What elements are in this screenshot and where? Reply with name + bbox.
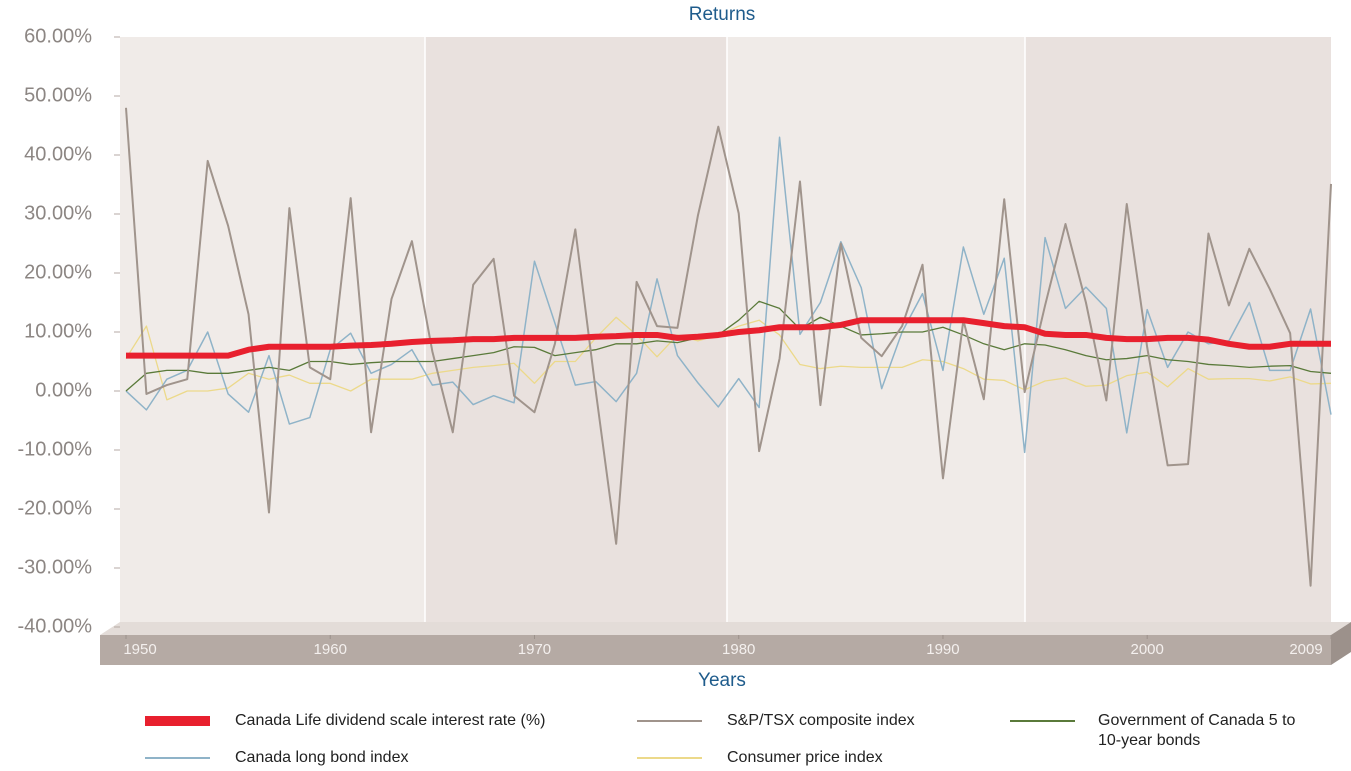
- axis-strip-side: [1331, 622, 1351, 665]
- plot-band: [727, 37, 1025, 627]
- y-tick-label: 40.00%: [24, 143, 92, 165]
- legend-label: Canada long bond index: [235, 749, 409, 766]
- plot-band: [120, 37, 425, 627]
- y-tick-label: -30.00%: [18, 556, 93, 578]
- legend-label: S&P/TSX composite index: [727, 712, 915, 729]
- x-axis-label: Years: [698, 670, 746, 691]
- axis-strip-top: [100, 622, 1351, 635]
- y-tick-label: 0.00%: [35, 379, 92, 401]
- x-tick-label: 1990: [926, 641, 959, 658]
- series-line: [126, 317, 1331, 359]
- y-tick-label: 50.00%: [24, 84, 92, 106]
- x-tick-label: 2009: [1289, 641, 1322, 658]
- x-tick-label: 1970: [518, 641, 551, 658]
- x-tick-label: 1980: [722, 641, 755, 658]
- y-tick-label: 30.00%: [24, 202, 92, 224]
- y-tick-label: -10.00%: [18, 438, 93, 460]
- y-tick-label: -40.00%: [18, 615, 93, 637]
- x-tick-label: 1950: [123, 641, 156, 658]
- plot-band: [425, 37, 727, 627]
- legend-label: Canada Life dividend scale interest rate…: [235, 712, 546, 729]
- y-tick-label: 60.00%: [24, 25, 92, 47]
- x-tick-label: 2000: [1130, 641, 1163, 658]
- marks: -40.00% -30.00% -20.00% -10.00% 0.00% 10.00% 2…: [18, 25, 1332, 658]
- y-tick-label: -20.00%: [18, 497, 93, 519]
- x-tick-label: 1960: [314, 641, 347, 658]
- series-line: [125, 300, 1332, 392]
- y-tick-label: 20.00%: [24, 261, 92, 283]
- legend-label: Consumer price index: [727, 749, 883, 766]
- y-tick-label: 10.00%: [24, 320, 92, 342]
- axis-strip: [100, 635, 1331, 665]
- series-line: [125, 107, 1332, 587]
- chart-title: Returns: [689, 4, 756, 25]
- legend-label: Government of Canada 5 to 10-year bonds: [1098, 712, 1296, 749]
